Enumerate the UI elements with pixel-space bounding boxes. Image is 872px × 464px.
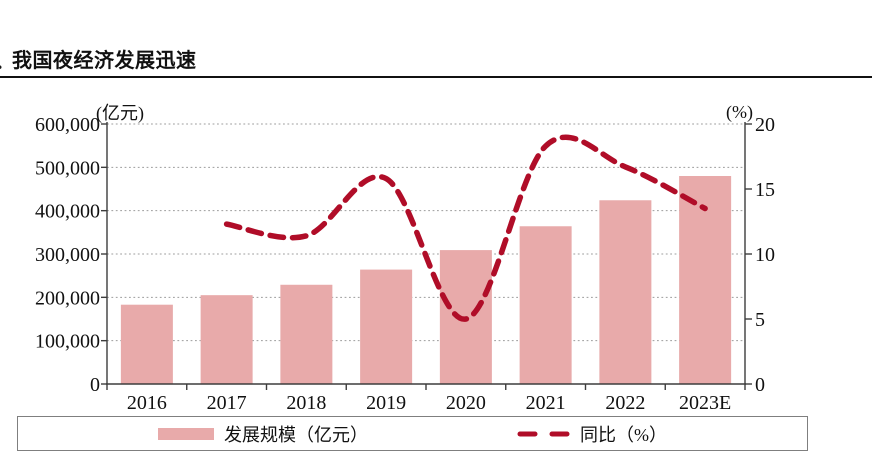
cropped-text-fragment: .	[0, 49, 3, 75]
left-tick-label-0: 0	[90, 374, 100, 396]
dashed-line-swatch	[517, 431, 570, 436]
year-label-2016: 2016	[127, 392, 167, 414]
figure-title: 我国夜经济发展迅速	[12, 50, 197, 72]
year-label-2023E: 2023E	[679, 392, 731, 414]
year-label-2017: 2017	[207, 392, 247, 414]
growth-line	[223, 134, 708, 322]
year-label-2018: 2018	[286, 392, 326, 414]
left-tick-label-600000: 600,000	[35, 114, 100, 136]
year-label-2022: 2022	[605, 392, 645, 414]
left-tick-label-500000: 500,000	[35, 157, 100, 179]
left-tick-label-200000: 200,000	[35, 287, 100, 309]
legend-item-bars: 发展规模（亿元）	[158, 421, 368, 447]
right-axis-unit-label: (%)	[726, 102, 753, 123]
left-tick-label-300000: 300,000	[35, 244, 100, 266]
bar-2017	[200, 295, 253, 384]
year-label-2020: 2020	[446, 392, 486, 414]
right-tick-label-20: 20	[755, 114, 775, 136]
left-tick-label-100000: 100,000	[35, 331, 100, 353]
year-label-2021: 2021	[526, 392, 566, 414]
chart-legend: 发展规模（亿元） 同比（%）	[17, 416, 808, 451]
right-tick-label-0: 0	[755, 374, 765, 396]
year-label-2019: 2019	[366, 392, 406, 414]
left-axis-unit-label: (亿元)	[96, 103, 144, 124]
legend-label-line: 同比（%）	[580, 424, 667, 445]
right-tick-label-10: 10	[755, 244, 775, 266]
bar-2016	[120, 304, 173, 384]
bar-2018	[280, 284, 333, 384]
left-tick-label-400000: 400,000	[35, 201, 100, 223]
bar-2019	[360, 269, 413, 384]
bar-2021	[519, 226, 572, 384]
title-underline	[0, 75, 872, 78]
bar-series-swatch	[158, 427, 214, 440]
legend-label-bars: 发展规模（亿元）	[224, 424, 368, 445]
legend-item-line: 同比（%）	[516, 421, 667, 447]
right-tick-label-5: 5	[755, 309, 765, 331]
right-tick-label-15: 15	[755, 179, 775, 201]
bar-2022	[599, 200, 652, 384]
